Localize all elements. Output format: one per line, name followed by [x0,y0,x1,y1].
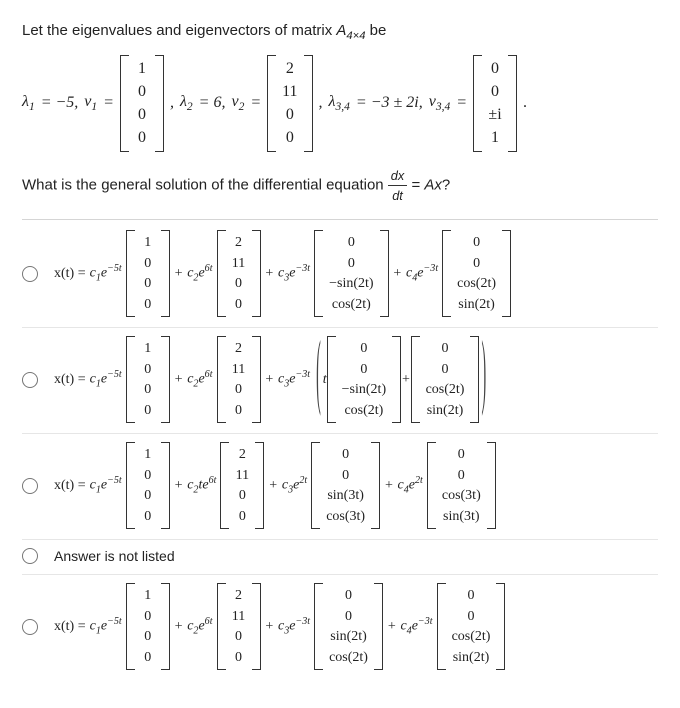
v2-vector: 21100 [267,55,312,152]
question-rhs: Ax [424,176,442,193]
lambda1-val: = −5, [41,94,79,112]
v2-sub: 2 [239,101,245,113]
lambda2-sub: 2 [187,101,193,113]
eq3: = [456,94,467,112]
option-a[interactable]: x(t) = c1e−5t 1000 + c2e6t 21100 + c3e−3… [22,230,658,328]
lambda1: λ [22,93,29,110]
matrix-sub: 4×4 [346,30,365,42]
comma1: , [170,94,174,112]
prompt-text: Let the eigenvalues and eigenvectors of … [22,20,658,45]
comma2: , [319,94,323,112]
lambda34-sub: 3,4 [335,101,349,113]
v1-sub: 1 [91,101,97,113]
radio-a[interactable] [22,266,38,282]
v2-label: v [231,93,238,110]
lambda2-val: = 6, [199,94,226,112]
answer-not-listed: Answer is not listed [54,548,175,564]
fraction-dxdt: dxdt [388,166,407,205]
lambda34-val: = −3 ± 2i, [356,94,423,112]
v34-label: v [429,93,436,110]
eq1: = [103,94,114,112]
question-text: What is the general solution of the diff… [22,166,658,205]
matrix-symbol: A [336,22,346,39]
v34-sub: 3,4 [436,101,450,113]
radio-b[interactable] [22,372,38,388]
radio-c[interactable] [22,478,38,494]
v1-vector: 1000 [120,55,164,152]
lambda2: λ [180,93,187,110]
v34-vector: 00±i1 [473,55,517,152]
radio-e[interactable] [22,619,38,635]
prompt-suffix: be [370,22,387,39]
eig-period: . [523,94,527,112]
question-prefix: What is the general solution of the diff… [22,176,388,193]
prompt-prefix: Let the eigenvalues and eigenvectors of … [22,22,336,39]
option-d[interactable]: Answer is not listed [22,548,658,575]
question-mid: = [411,176,424,193]
option-e[interactable]: x(t) = c1e−5t 1000 + c2e6t 21100 + c3e−3… [22,583,658,680]
lambda1-sub: 1 [29,101,35,113]
question-suffix: ? [442,176,450,193]
eq2: = [250,94,261,112]
option-c[interactable]: x(t) = c1e−5t 1000 + c2te6t 21100 + c3e2… [22,442,658,540]
eigen-definitions: λ1 = −5, v1 = 1000 , λ2 = 6, v2 = 21100 … [22,55,658,152]
option-b[interactable]: x(t) = c1e−5t 1000 + c2e6t 21100 + c3e−3… [22,336,658,434]
radio-d[interactable] [22,548,38,564]
separator [22,219,658,220]
xt-a: x(t) = [54,266,86,281]
